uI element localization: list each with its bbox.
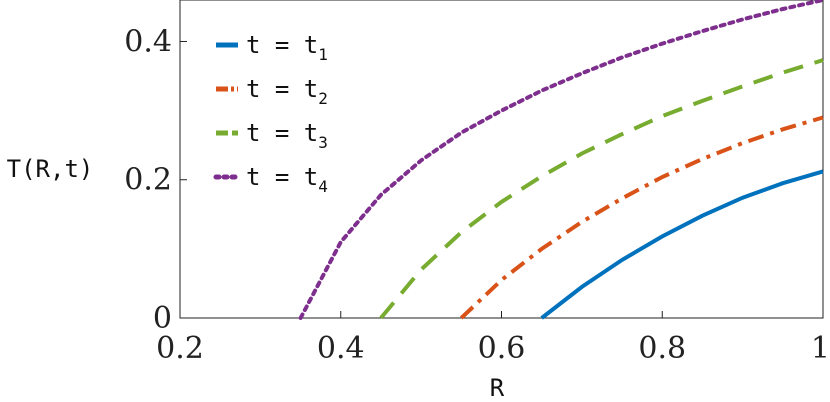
x-tick-label-1: 0.4 <box>317 331 365 366</box>
series-line-4 <box>298 0 825 320</box>
y-tick-label-0: 0 <box>153 301 172 336</box>
ticks-group: 0.2 0.4 0.6 0.8 100.20.4 <box>124 24 830 366</box>
y-tick-label-2: 0.4 <box>124 24 172 59</box>
series-line-1 <box>540 169 824 320</box>
legend-label-3: t = t3 <box>246 119 328 152</box>
legend-label-2: t = t2 <box>246 75 328 108</box>
x-tick-label-2: 0.6 <box>478 331 526 366</box>
legend: t = t1 t = t2 t = t3 t = t4 <box>213 31 328 196</box>
curves-group <box>298 0 825 320</box>
series-line-3 <box>379 58 824 320</box>
y-tick-label-1: 0.2 <box>124 163 172 198</box>
legend-label-4: t = t4 <box>246 163 328 196</box>
x-tick-label-0: 0.2 <box>156 331 204 366</box>
x-tick-label-4: 1 <box>811 331 830 366</box>
legend-label-1: t = t1 <box>246 31 328 64</box>
x-tick-label-3: 0.8 <box>638 331 686 366</box>
y-axis-label: T(R,t) <box>7 155 94 183</box>
x-axis-label: R <box>490 374 505 402</box>
series-line-2 <box>459 115 824 320</box>
